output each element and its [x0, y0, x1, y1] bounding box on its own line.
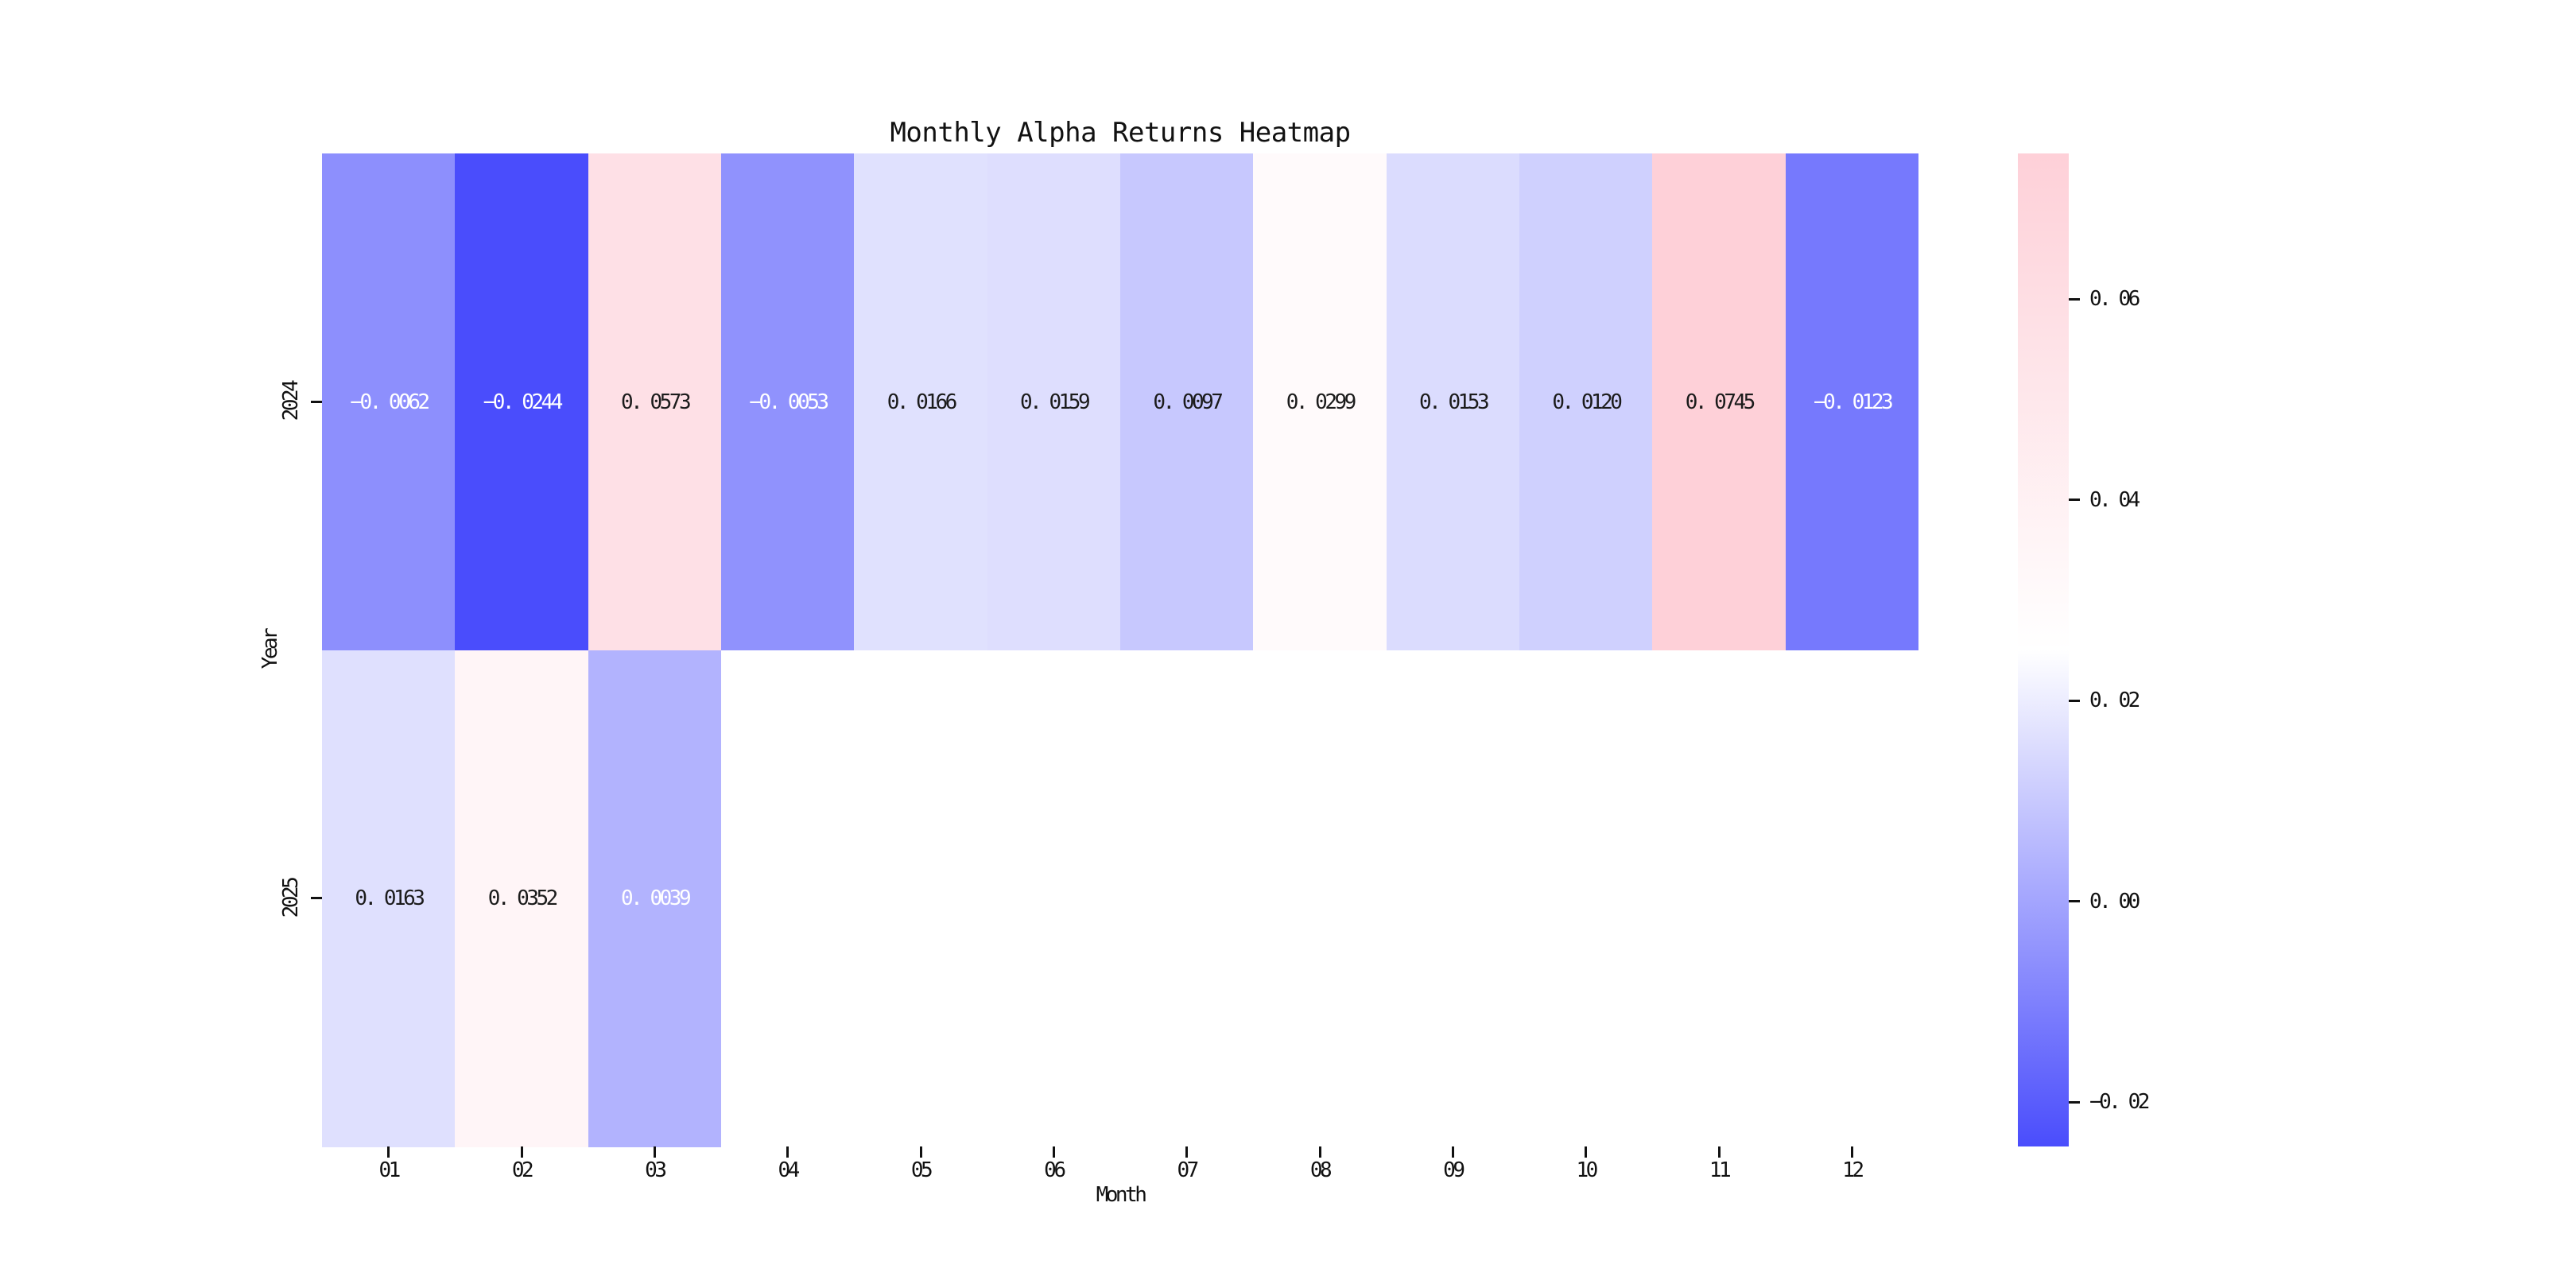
cell-value-label: 0. 0039 — [621, 886, 692, 910]
heatmap-cell: 0. 0153 — [1386, 153, 1520, 650]
cell-value-label: 0. 0352 — [487, 886, 559, 910]
x-tick-label: 07 — [1177, 1158, 1200, 1182]
cell-value-label: 0. 0120 — [1552, 390, 1623, 414]
tick-mark — [387, 1146, 390, 1158]
x-tick-label: 11 — [1709, 1158, 1732, 1182]
tick-mark — [1850, 1146, 1853, 1158]
heatmap-cell: 0. 0166 — [854, 153, 988, 650]
colorbar-tick-label: 0. 02 — [2089, 689, 2140, 713]
heatmap-cell: −0. 0053 — [721, 153, 855, 650]
tick-mark — [786, 1146, 789, 1158]
tick-mark — [311, 400, 322, 403]
heatmap-cell: 0. 0573 — [588, 153, 722, 650]
y-axis-label: Year — [258, 630, 282, 669]
heatmap-cell: −0. 0062 — [322, 153, 456, 650]
x-axis-label: Month — [1096, 1183, 1147, 1207]
cell-value-label: 0. 0163 — [355, 886, 425, 910]
colorbar — [2018, 153, 2069, 1146]
colorbar-tick-mark — [2069, 900, 2080, 903]
cell-value-label: −0. 0244 — [483, 390, 564, 414]
x-tick-label: 01 — [378, 1158, 402, 1182]
x-tick-label: 10 — [1576, 1158, 1599, 1182]
tick-mark — [520, 1146, 523, 1158]
cell-value-label: 0. 0153 — [1419, 390, 1490, 414]
cell-value-label: 0. 0299 — [1286, 390, 1357, 414]
heatmap-cell: 0. 0120 — [1519, 153, 1653, 650]
x-tick-label: 05 — [910, 1158, 933, 1182]
tick-mark — [1052, 1146, 1055, 1158]
x-tick-label: 02 — [511, 1158, 534, 1182]
heatmap-cell: 0. 0039 — [588, 650, 722, 1147]
colorbar-tick-label: 0. 00 — [2089, 889, 2140, 914]
colorbar-tick-label: 0. 06 — [2089, 287, 2140, 312]
tick-mark — [919, 1146, 922, 1158]
colorbar-tick-mark — [2069, 1100, 2080, 1104]
heatmap-cell: −0. 0244 — [455, 153, 589, 650]
tick-mark — [1451, 1146, 1454, 1158]
cell-value-label: 0. 0097 — [1153, 390, 1224, 414]
tick-mark — [1318, 1146, 1321, 1158]
heatmap-cell: −0. 0123 — [1785, 153, 1919, 650]
cell-value-label: −0. 0123 — [1813, 390, 1894, 414]
y-tick-label: 2025 — [279, 879, 303, 918]
colorbar-tick-label: 0. 04 — [2089, 487, 2140, 512]
cell-value-label: −0. 0053 — [749, 390, 829, 414]
cell-value-label: 0. 0166 — [886, 390, 958, 414]
x-tick-label: 06 — [1044, 1158, 1066, 1182]
x-tick-label: 03 — [645, 1158, 667, 1182]
colorbar-tick-mark — [2069, 499, 2080, 502]
tick-mark — [1585, 1146, 1588, 1158]
x-tick-label: 04 — [778, 1158, 801, 1182]
cell-value-label: 0. 0745 — [1685, 390, 1756, 414]
cell-value-label: 0. 0573 — [621, 390, 692, 414]
heatmap-cell: 0. 0097 — [1120, 153, 1254, 650]
heatmap-cell: 0. 0159 — [987, 153, 1121, 650]
x-tick-label: 12 — [1842, 1158, 1864, 1182]
y-tick-label: 2024 — [279, 382, 303, 421]
colorbar-tick-label: −0. 02 — [2089, 1090, 2150, 1115]
heatmap-cell: 0. 0299 — [1253, 153, 1387, 650]
x-tick-label: 08 — [1309, 1158, 1333, 1182]
x-tick-label: 09 — [1443, 1158, 1465, 1182]
heatmap-cell: 0. 0163 — [322, 650, 456, 1147]
colorbar-tick-mark — [2069, 297, 2080, 301]
cell-value-label: −0. 0062 — [350, 390, 430, 414]
heatmap-cell: 0. 0745 — [1652, 153, 1787, 650]
tick-mark — [653, 1146, 656, 1158]
cell-value-label: 0. 0159 — [1020, 390, 1091, 414]
tick-mark — [1185, 1146, 1189, 1158]
heatmap-cell: 0. 0352 — [455, 650, 589, 1147]
chart-title: Monthly Alpha Returns Heatmap — [890, 117, 1351, 149]
colorbar-tick-mark — [2069, 699, 2080, 702]
tick-mark — [311, 897, 322, 900]
tick-mark — [1717, 1146, 1721, 1158]
